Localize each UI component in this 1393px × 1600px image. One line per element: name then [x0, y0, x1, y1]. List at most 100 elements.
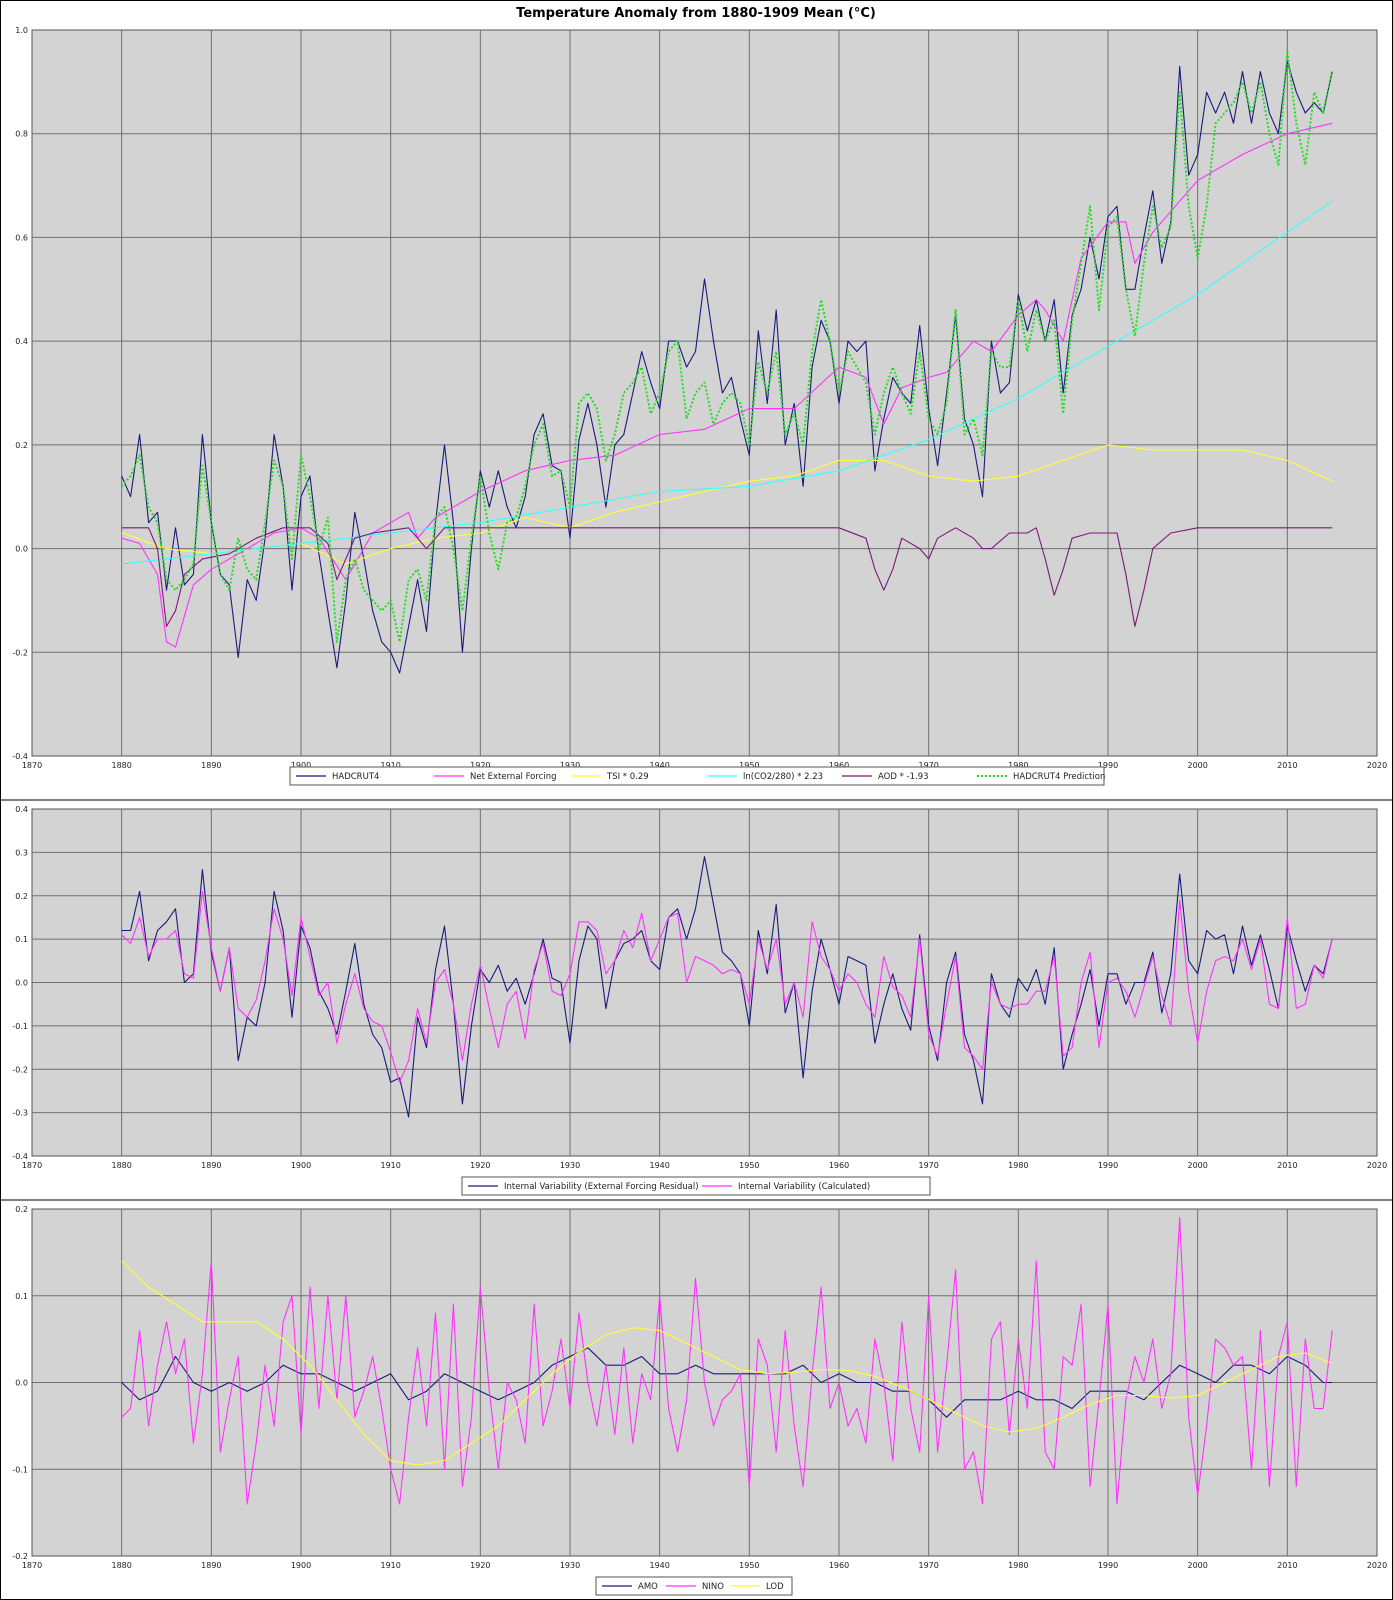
y-tick-label: 0.1	[15, 935, 28, 944]
x-tick-label: 1930	[560, 1161, 580, 1170]
series-line-nino	[121, 1217, 1333, 1505]
legend-label: NINO	[702, 1582, 724, 1592]
x-tick-label: 2010	[1277, 1561, 1297, 1570]
y-tick-label: 0.0	[15, 979, 28, 988]
x-tick-label: 1950	[739, 1561, 759, 1570]
series-line-hadcrut4-prediction	[120, 49, 1334, 643]
legend-label: Internal Variability (Calculated)	[738, 1182, 870, 1192]
y-tick-label: 0.0	[15, 545, 28, 554]
x-tick-label: 1920	[470, 1561, 490, 1570]
y-tick-label: 0.8	[15, 130, 28, 139]
legend-label: ln(CO2/280) * 2.23	[743, 772, 823, 782]
y-tick-label: 0.3	[15, 848, 28, 857]
x-tick-label: 1930	[560, 761, 580, 770]
series-line-hadcrut4	[121, 60, 1333, 674]
chart-panel-2: 1870 1880 1890 1900 1910 1920 1930 1940 1950 1960…	[12, 805, 1387, 1196]
y-tick-label: -0.2	[12, 648, 28, 657]
legend-label: Internal Variability (External Forcing R…	[504, 1182, 699, 1192]
x-tick-label: 2020	[1367, 761, 1387, 770]
x-tick-label: 1970	[918, 761, 938, 770]
legend-label: Net External Forcing	[470, 772, 557, 782]
x-tick-label: 1920	[470, 761, 490, 770]
x-tick-label: 1890	[201, 761, 221, 770]
x-tick-label: 1890	[201, 1561, 221, 1570]
x-tick-label: 1870	[22, 761, 42, 770]
series-line-internal-variability-calculated	[121, 890, 1333, 1083]
series-line-amo	[121, 1347, 1333, 1418]
series-line-tsi-0-29	[121, 444, 1333, 565]
legend-label: HADCRUT4	[332, 772, 379, 782]
y-tick-label: -0.4	[12, 1152, 28, 1161]
legend-label: AMO	[638, 1582, 658, 1592]
x-tick-label: 1940	[649, 1561, 669, 1570]
plot-area	[31, 29, 1378, 757]
x-tick-label: 2010	[1277, 761, 1297, 770]
x-tick-label: 1870	[22, 1561, 42, 1570]
chart-title: Temperature Anomaly from 1880-1909 Mean …	[516, 6, 876, 21]
series-line-lod	[121, 1260, 1333, 1466]
x-tick-label: 1970	[918, 1561, 938, 1570]
y-tick-label: -0.2	[12, 1065, 28, 1074]
series-line-internal-variability-external-forcing-residual	[121, 856, 1333, 1118]
legend-label: LOD	[766, 1582, 784, 1592]
x-tick-label: 1880	[111, 761, 131, 770]
x-tick-label: 1880	[111, 1161, 131, 1170]
legend-box	[461, 1176, 931, 1196]
y-tick-label: -0.3	[12, 1109, 28, 1118]
x-tick-label: 1910	[380, 1161, 400, 1170]
y-tick-label: 0.1	[15, 1292, 28, 1301]
y-tick-label: 0.2	[15, 441, 28, 450]
x-tick-label: 1950	[739, 761, 759, 770]
x-tick-label: 1910	[380, 761, 400, 770]
series-line-aod-1-93	[121, 527, 1333, 627]
y-tick-label: -0.1	[12, 1022, 28, 1031]
x-tick-label: 1940	[649, 1161, 669, 1170]
series-line-ln-co2-280-2-23	[121, 200, 1333, 565]
y-tick-label: -0.2	[12, 1552, 28, 1561]
x-tick-label: 1980	[1008, 1161, 1028, 1170]
legend-label: AOD * -1.93	[878, 772, 929, 782]
y-tick-label: 0.4	[15, 337, 28, 346]
x-tick-label: 1960	[829, 761, 849, 770]
y-tick-label: 0.0	[15, 1379, 28, 1388]
chart-panel-3: 1870 1880 1890 1900 1910 1920 1930 1940 1950 1960…	[12, 1205, 1387, 1596]
x-tick-label: 2020	[1367, 1161, 1387, 1170]
y-tick-label: -0.4	[12, 752, 28, 761]
x-tick-label: 1990	[1098, 1561, 1118, 1570]
y-tick-label: -0.1	[12, 1465, 28, 1474]
x-tick-label: 1990	[1098, 761, 1118, 770]
x-tick-label: 1930	[560, 1561, 580, 1570]
legend-label: TSI * 0.29	[606, 772, 649, 782]
legend-label: HADCRUT4 Prediction	[1013, 772, 1105, 782]
x-tick-label: 1970	[918, 1161, 938, 1170]
x-tick-label: 2000	[1187, 761, 1207, 770]
x-tick-label: 2000	[1187, 1161, 1207, 1170]
x-tick-label: 2020	[1367, 1561, 1387, 1570]
y-tick-label: 0.2	[15, 1205, 28, 1214]
x-tick-label: 1960	[829, 1161, 849, 1170]
x-tick-label: 1900	[291, 1561, 311, 1570]
y-tick-label: 0.4	[15, 805, 28, 814]
legend-box	[289, 766, 1105, 786]
x-tick-label: 1900	[291, 761, 311, 770]
x-tick-label: 2010	[1277, 1161, 1297, 1170]
x-tick-label: 2000	[1187, 1561, 1207, 1570]
y-tick-label: 1.0	[15, 26, 28, 35]
x-tick-label: 1890	[201, 1161, 221, 1170]
x-tick-label: 1950	[739, 1161, 759, 1170]
x-tick-label: 1960	[829, 1561, 849, 1570]
y-tick-label: 0.6	[15, 233, 28, 242]
series-line-net-external-forcing	[121, 122, 1333, 648]
x-tick-label: 1870	[22, 1161, 42, 1170]
x-tick-label: 1940	[649, 761, 669, 770]
x-tick-label: 1980	[1008, 761, 1028, 770]
x-tick-label: 1920	[470, 1161, 490, 1170]
chart-panel-1: 1870 1880 1890 1900 1910 1920 1930 1940 1950 1960…	[12, 26, 1387, 786]
y-tick-label: 0.2	[15, 892, 28, 901]
x-tick-label: 1990	[1098, 1161, 1118, 1170]
x-tick-label: 1980	[1008, 1561, 1028, 1570]
x-tick-label: 1910	[380, 1561, 400, 1570]
x-tick-label: 1880	[111, 1561, 131, 1570]
